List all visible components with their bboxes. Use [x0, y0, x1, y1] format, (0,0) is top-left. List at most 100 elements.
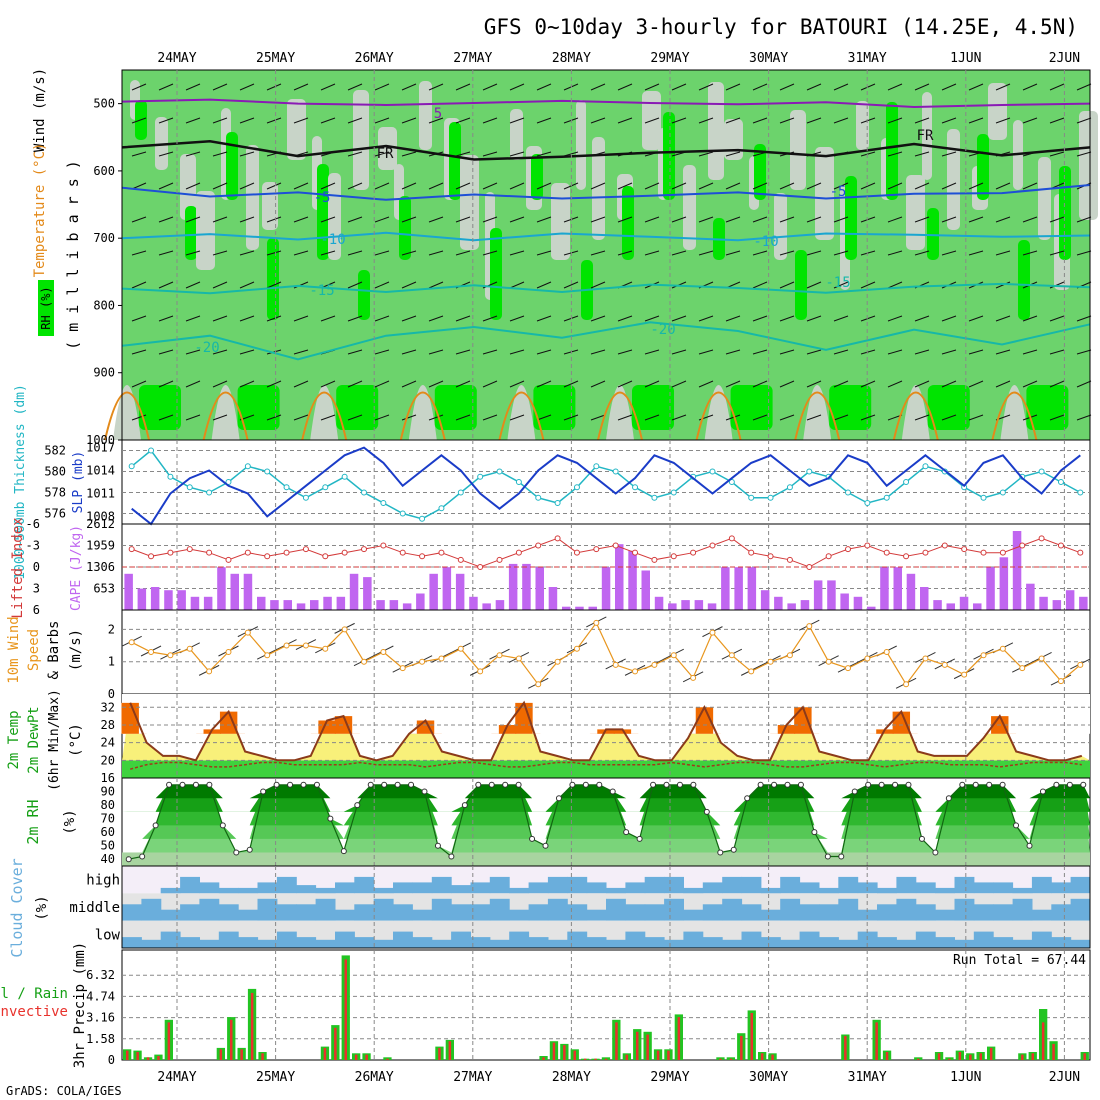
cloud-level-label: high	[86, 873, 120, 889]
lifted-index-point	[438, 549, 445, 556]
cloud-cell	[896, 898, 917, 921]
wind-barb	[266, 117, 282, 124]
rh2m-point	[717, 849, 724, 856]
wind-speed-point	[922, 655, 929, 662]
lifted-index-point	[825, 553, 832, 560]
wind-barb	[374, 83, 390, 91]
wind-barb	[1022, 315, 1038, 322]
lifted-index-point	[573, 549, 580, 556]
contour-label: -5	[314, 190, 331, 206]
rh2m-point	[555, 795, 562, 802]
rh-pale-patch	[1038, 157, 1051, 240]
cloud-level-label: low	[95, 927, 121, 943]
bottom-date-label: 25MAY	[256, 1070, 295, 1085]
cape-bar	[323, 596, 332, 610]
cape-bar	[999, 557, 1009, 610]
thickness-tick: 582	[44, 444, 66, 458]
wind-barb	[158, 349, 174, 355]
contour-label: -15	[825, 275, 850, 291]
precip-conv-bar	[230, 1019, 233, 1060]
wind-barb	[806, 349, 822, 355]
cloud-cell	[915, 882, 936, 894]
lifted-index-point	[980, 549, 987, 556]
wind-barb	[239, 281, 255, 289]
wind-barb	[455, 151, 471, 157]
wind-barb	[293, 380, 309, 388]
wind-barb	[1076, 349, 1092, 355]
cape-bar	[986, 567, 995, 610]
rh-bright-patch	[317, 164, 329, 260]
wind-barb	[509, 315, 525, 322]
isotherm-line	[121, 231, 1091, 242]
wind-barb	[725, 414, 741, 421]
wind-barb	[860, 250, 876, 256]
wind-barb	[995, 349, 1011, 355]
cloud-cell	[296, 937, 317, 948]
wind-barb	[833, 414, 849, 421]
precip-conv-bar	[552, 1042, 556, 1060]
wind-barb	[455, 414, 471, 421]
isotherm-line	[121, 140, 1091, 161]
cape-bar	[654, 596, 664, 610]
wind-barb	[455, 216, 471, 223]
rh2m-point	[865, 781, 872, 788]
wind-speed-point	[419, 658, 426, 665]
temp-mask	[122, 694, 1090, 734]
wind-barb	[428, 414, 444, 421]
cape-bar	[508, 563, 518, 610]
cloud-cell	[722, 898, 743, 921]
precip-total-bar	[716, 1057, 725, 1060]
wind-barb	[347, 380, 363, 388]
wind-barb	[752, 83, 768, 91]
lifted-index-point	[302, 546, 309, 553]
wind-speed-point	[728, 652, 735, 659]
cape-bar	[1039, 596, 1048, 610]
cape-bar	[522, 563, 531, 610]
wind-barb	[347, 414, 363, 421]
rh2m-point	[730, 846, 737, 853]
cloud-cell	[683, 887, 704, 894]
wind-barb	[347, 216, 363, 223]
lifted-index-point	[883, 549, 890, 556]
lifted-index-point	[941, 542, 948, 549]
cloud-cell	[257, 882, 278, 894]
wind-barb	[131, 151, 147, 157]
cloud-cell	[1031, 876, 1052, 894]
wind-speed-point	[980, 652, 987, 659]
rh2m-point	[488, 781, 495, 788]
wind-barb	[347, 182, 363, 190]
precip-conv-bar	[636, 1031, 639, 1060]
cloud-cell	[877, 937, 897, 948]
cloud-cell	[819, 937, 839, 948]
wind-barb	[1076, 380, 1092, 388]
wind-barb	[536, 151, 552, 157]
cloud-cell	[780, 898, 801, 921]
wind-barb	[725, 250, 741, 256]
cloud-cell	[973, 931, 994, 948]
wind-barb	[401, 117, 417, 124]
rh-pale-patch	[683, 165, 696, 250]
pressure-tick: 1000	[86, 433, 115, 447]
thickness-point	[612, 468, 619, 475]
wind-barb	[239, 151, 255, 157]
cape-bar	[230, 573, 239, 610]
cloud-cell	[489, 898, 510, 921]
wind-barb	[860, 414, 876, 421]
wind-barb	[941, 216, 957, 223]
rh2m-point	[596, 781, 603, 788]
wind-barb	[779, 414, 795, 421]
wind-barb	[914, 83, 930, 91]
wind-barb	[995, 117, 1011, 124]
wind-barb	[995, 250, 1011, 256]
precip-ylabel: 3hr Precip (mm)	[72, 942, 88, 1068]
wind-barb	[1076, 117, 1092, 124]
precip-total-label: Total / Rain	[0, 986, 68, 1002]
cloud-cell	[528, 882, 549, 894]
cape-bar	[880, 567, 889, 610]
cape-bar	[310, 600, 319, 610]
lifted-index-point	[632, 549, 639, 556]
wind-barb	[995, 315, 1011, 322]
wind-barb	[914, 151, 930, 157]
wind-barb	[833, 250, 849, 256]
